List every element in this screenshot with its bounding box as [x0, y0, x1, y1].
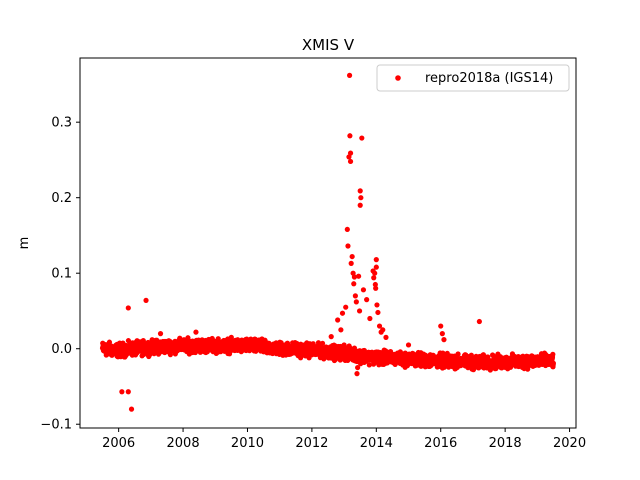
outlier-point — [354, 371, 360, 377]
outlier-point — [372, 281, 378, 288]
outlier-point — [345, 243, 351, 249]
outlier-point — [356, 308, 363, 314]
data-point — [550, 351, 556, 357]
outlier-point — [380, 327, 386, 333]
outlier-point — [347, 158, 354, 165]
outlier-point — [341, 342, 347, 348]
y-tick-label: 0.2 — [51, 191, 72, 206]
outlier-point — [441, 337, 447, 343]
outlier-point — [383, 334, 389, 340]
outlier-point — [328, 334, 334, 340]
outlier-point — [373, 257, 379, 263]
x-tick-label: 2016 — [424, 436, 457, 451]
outlier-point — [371, 275, 377, 281]
y-tick-label: 0.1 — [51, 267, 72, 282]
x-tick-label: 2018 — [489, 436, 522, 451]
outlier-point — [359, 135, 365, 141]
y-axis-label: m — [17, 237, 32, 250]
data-point — [177, 335, 183, 341]
outlier-point — [438, 323, 444, 329]
outlier-point — [358, 195, 364, 201]
outlier-point — [357, 202, 363, 208]
plot-frame — [79, 57, 577, 429]
outlier-point — [372, 270, 378, 276]
legend: repro2018a (IGS14) — [376, 64, 570, 92]
outlier-point — [339, 310, 346, 316]
data-point — [315, 340, 322, 346]
outlier-point — [338, 327, 344, 333]
outlier-point — [357, 188, 363, 194]
outlier-point — [373, 264, 379, 270]
outlier-point — [128, 406, 135, 412]
outlier-point — [355, 364, 361, 371]
outlier-point — [348, 260, 354, 266]
x-tick-label: 2012 — [295, 436, 328, 451]
outlier-point — [374, 302, 380, 308]
outlier-point — [344, 226, 350, 233]
outlier-point — [356, 273, 362, 279]
outlier-point — [476, 318, 482, 325]
outlier-point — [360, 287, 367, 293]
data-point — [550, 360, 556, 366]
outlier-point — [343, 304, 349, 310]
outlier-point — [367, 315, 373, 322]
outlier-point — [125, 389, 131, 395]
outlier-point — [439, 331, 445, 337]
outlier-point — [376, 323, 383, 329]
plot-background — [80, 58, 576, 428]
outlier-point — [349, 253, 355, 260]
x-tick-label: 2010 — [231, 436, 264, 451]
outlier-point — [364, 297, 370, 303]
data-point — [520, 353, 526, 359]
outlier-point — [119, 389, 125, 395]
y-axis: −0.1 0.0 0.1 0.2 0.3 — [40, 116, 80, 433]
chart-title: XMIS V — [302, 36, 355, 54]
outlier-point — [351, 281, 357, 287]
outlier-point — [157, 331, 164, 337]
y-tick-label: 0.0 — [51, 342, 72, 357]
x-tick-label: 2006 — [102, 436, 135, 451]
outlier-point — [143, 297, 149, 303]
x-tick-label: 2020 — [553, 436, 586, 451]
data-point — [366, 362, 372, 368]
outlier-point — [375, 309, 381, 316]
legend-box — [376, 64, 570, 92]
outlier-point — [351, 274, 358, 280]
y-tick-label: −0.1 — [40, 418, 72, 433]
legend-label: repro2018a (IGS14) — [425, 71, 553, 86]
data-point — [485, 354, 491, 360]
x-axis: 2006 2008 2010 2012 2014 2016 2018 2020 — [102, 428, 586, 451]
scatter-points — [99, 72, 556, 412]
outlier-point — [346, 72, 353, 78]
outlier-point — [193, 329, 199, 335]
outlier-point — [125, 305, 131, 311]
outlier-point — [352, 293, 358, 299]
outlier-point — [373, 285, 379, 291]
x-tick-label: 2008 — [167, 436, 200, 451]
y-tick-label: 0.3 — [51, 116, 72, 131]
outlier-point — [353, 299, 359, 305]
legend-marker — [395, 75, 401, 81]
outlier-point — [405, 342, 412, 348]
outlier-point — [347, 150, 354, 156]
outlier-point — [335, 317, 341, 323]
data-point — [319, 340, 326, 347]
outlier-point — [347, 133, 353, 139]
x-tick-label: 2014 — [360, 436, 393, 451]
data-point — [455, 351, 461, 357]
